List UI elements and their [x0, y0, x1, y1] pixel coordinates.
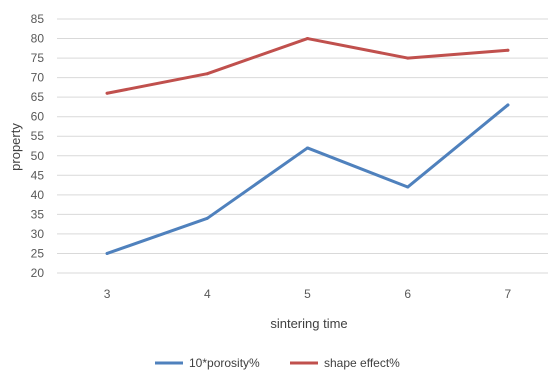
- y-tick-label: 45: [31, 168, 45, 182]
- series-line-1: [105, 103, 510, 255]
- y-axis-title: property: [8, 123, 23, 171]
- y-tick-label: 50: [31, 149, 45, 163]
- legend-label: shape effect%: [324, 356, 400, 370]
- series-lines: [105, 37, 510, 255]
- x-tick-label: 3: [104, 287, 111, 301]
- x-axis-title: sintering time: [270, 316, 347, 331]
- x-tick-label: 6: [404, 287, 411, 301]
- data-point: [205, 216, 209, 220]
- y-tick-label: 25: [31, 246, 45, 260]
- y-tick-label: 30: [31, 227, 45, 241]
- data-point: [205, 72, 209, 76]
- data-point: [306, 37, 309, 41]
- data-point: [406, 56, 410, 60]
- series-line-2: [105, 37, 510, 95]
- y-tick-label: 75: [31, 51, 45, 65]
- data-point: [306, 146, 309, 150]
- x-tick-label: 5: [304, 287, 311, 301]
- legend-label: 10*porosity%: [189, 356, 260, 370]
- y-tick-label: 70: [31, 71, 45, 85]
- x-tick-label: 7: [505, 287, 512, 301]
- y-tick-label: 60: [31, 110, 45, 124]
- x-axis-ticks: 3 4 5 6 7: [104, 287, 512, 301]
- gridlines: [57, 18, 548, 274]
- y-tick-label: 35: [31, 207, 45, 221]
- data-point: [105, 251, 109, 255]
- y-axis-ticks: 20 25 30 35 40 45 50 55 60 65 70 75 80 85: [31, 12, 45, 280]
- data-point: [406, 185, 410, 189]
- legend: 10*porosity% shape effect%: [155, 356, 400, 370]
- y-tick-label: 65: [31, 90, 45, 104]
- data-point: [105, 91, 109, 95]
- y-tick-label: 55: [31, 129, 45, 143]
- y-tick-label: 20: [31, 266, 45, 280]
- data-point: [506, 103, 510, 107]
- y-tick-label: 40: [31, 188, 45, 202]
- x-tick-label: 4: [204, 287, 211, 301]
- data-point: [506, 48, 510, 52]
- y-tick-label: 85: [31, 12, 45, 26]
- y-tick-label: 80: [31, 32, 45, 46]
